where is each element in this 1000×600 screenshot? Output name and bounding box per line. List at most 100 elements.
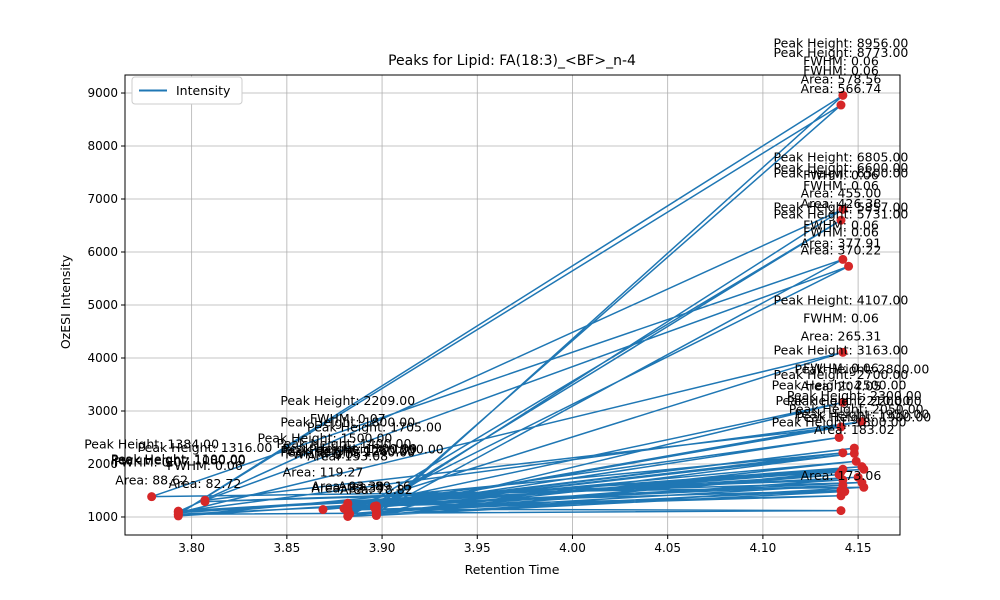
- y-tick-label: 6000: [87, 245, 118, 259]
- peak-annotation: Peak Height: 6600.00: [774, 160, 909, 175]
- peak-annotation: Area: 265.31: [801, 328, 882, 343]
- peak-annotation: Area: 89.16: [338, 478, 411, 493]
- peak-marker: [834, 432, 844, 442]
- peak-annotation: Peak Height: 5857.00: [774, 200, 909, 215]
- legend-box: [131, 76, 243, 105]
- series-layer: [150, 94, 865, 518]
- peak-annotation: Peak Height: 2200.00: [787, 393, 922, 408]
- peak-annotation: Peak Height: 1400.00: [277, 436, 412, 451]
- y-tick-label: 1000: [87, 510, 118, 524]
- peak-annotation: FWHM: 0.06: [803, 218, 879, 233]
- peak-marker: [857, 417, 867, 427]
- peak-annotation: FWHM: 0.06: [285, 446, 361, 461]
- peak-marker: [147, 492, 157, 502]
- peak-marker: [857, 462, 867, 472]
- peak-annotation: Peak Height: 6500.00: [774, 166, 909, 181]
- peak-marker: [838, 254, 848, 264]
- peak-annotation: FWHM: 0.06: [803, 178, 879, 193]
- peak-marker: [371, 510, 381, 520]
- peak-annotation: FWHM: 0.06: [803, 53, 879, 68]
- peak-annotation: Peak Height: 1260.00: [280, 443, 415, 458]
- y-tick-label: 9000: [87, 86, 118, 100]
- x-tick-label: 3.90: [369, 541, 396, 555]
- peak-annotation: Area: 78.82: [340, 482, 413, 497]
- peak-annotation: Peak Height: 1950.00: [794, 407, 929, 422]
- peak-annotation: Peak Height: 1800.00: [772, 415, 907, 430]
- peak-annotation: FWHM: 0.06: [803, 224, 879, 239]
- y-tick-label: 5000: [87, 298, 118, 312]
- peak-annotation: Peak Height: 1800.00: [280, 415, 415, 430]
- peak-annotation: Area: 566.74: [801, 81, 882, 96]
- legend-label: Intensity: [176, 83, 231, 98]
- peak-marker: [838, 448, 848, 458]
- peak-annotation: FWHM: 0.06: [803, 360, 879, 375]
- peak-marker: [200, 497, 210, 507]
- peak-annotation: Peak Height: 1705.00: [307, 420, 442, 435]
- peak-annotation: Peak Height: 1900.00: [796, 409, 931, 424]
- peak-annotation: Area: 370.22: [801, 242, 882, 257]
- peak-marker: [836, 506, 846, 516]
- y-axis-label: OzESI Intensity: [58, 254, 73, 349]
- x-axis: 3.80 3.85 3.90 3.95 4.00 4.05 4.10 4.15: [178, 535, 871, 555]
- peak-marker: [853, 472, 863, 482]
- peak-marker: [838, 397, 848, 407]
- peak-annotation: Peak Height: 1290.00: [309, 442, 444, 457]
- peak-marker: [838, 347, 848, 357]
- x-tick-label: 4.15: [845, 541, 872, 555]
- peak-annotation: FWHM: 0.06: [803, 63, 879, 78]
- peak-annotation: Area: 93.39: [311, 478, 384, 493]
- peak-annotation: Area: 377.91: [801, 236, 882, 251]
- y-tick-label: 8000: [87, 139, 118, 153]
- peak-annotation: Area: 119.27: [283, 464, 364, 479]
- peak-annotation: Peak Height: 2500.00: [772, 377, 907, 392]
- peak-marker: [840, 487, 850, 497]
- peak-marker: [173, 506, 183, 516]
- peak-annotation: Peak Height: 8773.00: [774, 45, 909, 60]
- x-tick-label: 3.80: [178, 541, 205, 555]
- peak-marker: [838, 204, 848, 214]
- peak-annotation: Area: 173.06: [801, 468, 882, 483]
- peak-annotation: Peak Height: 5731.00: [774, 206, 909, 221]
- x-tick-label: 4.05: [654, 541, 681, 555]
- peak-marker: [369, 502, 379, 512]
- peak-annotation: Area: 426.38: [801, 196, 882, 211]
- x-tick-label: 3.95: [464, 541, 491, 555]
- y-tick-label: 4000: [87, 351, 118, 365]
- y-tick-label: 3000: [87, 404, 118, 418]
- peak-annotation: Peak Height: 2700.00: [774, 367, 909, 382]
- peak-annotation: Peak Height: 2300.00: [787, 388, 922, 403]
- peak-annotation: Peak Height: 2209.00: [280, 393, 415, 408]
- peak-annotation: FWHM: 0.07: [114, 455, 190, 470]
- peak-annotation: Peak Height: 8956.00: [774, 35, 909, 50]
- marker-layer: [147, 90, 869, 521]
- y-axis: 1000 2000 3000 4000 5000 6000 7000 8000 9000: [87, 86, 125, 524]
- peak-annotation: FWHM: 0.07: [310, 411, 386, 426]
- peak-annotation: Peak Height: 1500.00: [258, 430, 393, 445]
- peak-marker: [836, 422, 846, 432]
- x-tick-label: 4.10: [750, 541, 777, 555]
- peak-annotation: FWHM: 0.06: [803, 167, 879, 182]
- peak-marker: [849, 443, 859, 453]
- peak-annotation: Peak Height: 2050.00: [789, 401, 924, 416]
- peak-marker: [844, 261, 854, 271]
- peak-annotation: Peak Height: 1316.00: [138, 440, 273, 455]
- peak-annotation: Peak Height: 1080.00: [111, 453, 246, 468]
- y-tick-label: 2000: [87, 457, 118, 471]
- peak-annotation: Peak Height: 6805.00: [774, 149, 909, 164]
- x-tick-label: 4.00: [559, 541, 586, 555]
- peak-annotation: Area: 204.05: [801, 378, 882, 393]
- peak-marker: [851, 456, 861, 466]
- peak-marker: [318, 505, 328, 515]
- peak-marker: [838, 475, 848, 485]
- x-tick-label: 3.85: [273, 541, 300, 555]
- peak-marker: [343, 498, 353, 508]
- peak-annotation: Peak Height: 3163.00: [774, 342, 909, 357]
- peak-annotation: Peak Height: 1240.00: [280, 444, 415, 459]
- peak-annotation: Peak Height: 4107.00: [774, 292, 909, 307]
- peak-annotation: Peak Height: 1384.00: [84, 437, 219, 452]
- chart-title: Peaks for Lipid: FA(18:3)_<BF>_n-4: [388, 53, 636, 69]
- series-line-intensity: [150, 94, 865, 518]
- peak-annotation: Peak Height: 2800.00: [794, 362, 929, 377]
